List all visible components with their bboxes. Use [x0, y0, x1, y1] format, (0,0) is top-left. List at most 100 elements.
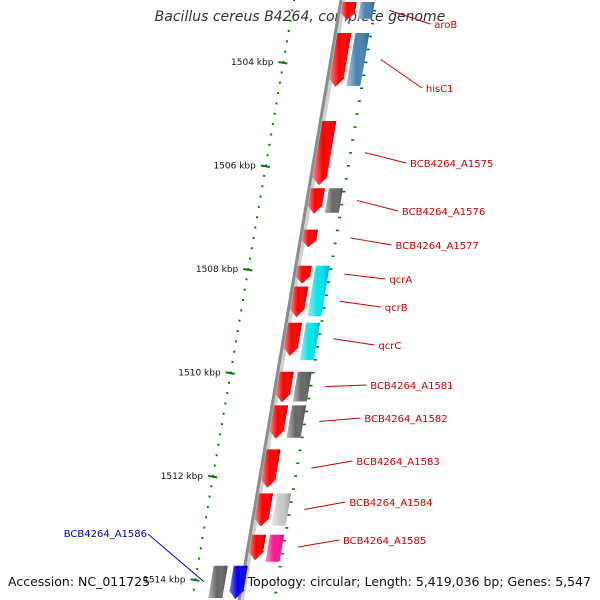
gene-BCB4264_A1577[interactable] [301, 229, 318, 248]
minor-tick [217, 443, 220, 446]
gene-BCB4264_A1576-partner[interactable] [324, 188, 343, 213]
gene-qcrC[interactable] [283, 322, 303, 356]
minor-tick [224, 402, 227, 405]
guide-tick [353, 126, 357, 128]
guide-tick [278, 565, 282, 568]
guide-tick [351, 139, 355, 141]
gene-shading [357, 2, 375, 19]
gene-BCB4264_A1582-partner[interactable] [286, 405, 307, 438]
gene-shading [208, 565, 228, 598]
gene-label[interactable]: BCB4264_A1576 [402, 207, 485, 218]
gene-label[interactable]: BCB4264_A1577 [396, 241, 479, 252]
tick-label: 1504 kbp [231, 58, 274, 68]
gene-shading [292, 371, 312, 402]
gene-label[interactable]: BCB4264_A1586 [64, 529, 147, 540]
minor-tick [268, 143, 271, 146]
gene-BCB4264_A1584-partner[interactable] [271, 493, 292, 526]
gene-label[interactable]: BCB4264_A1575 [410, 159, 493, 170]
gene-BCB4264_A1575[interactable] [312, 121, 337, 186]
minor-tick [256, 216, 259, 219]
gene-BCB4264_A1586-partner[interactable] [228, 565, 248, 599]
gene-label[interactable]: BCB4264_A1585 [343, 536, 426, 547]
label-leader [389, 9, 431, 25]
minor-tick [196, 567, 199, 570]
gene-BCB4264_A1585-partner[interactable] [265, 534, 285, 562]
gene-qcrA-partner[interactable] [307, 265, 330, 317]
minor-tick [261, 185, 264, 188]
minor-tick [280, 71, 283, 74]
guide-tick [320, 320, 324, 322]
minor-tick [242, 299, 244, 301]
guide-tick [327, 281, 331, 283]
minor-tick [199, 547, 202, 550]
gene-BCB4264_A1584[interactable] [254, 493, 274, 527]
gene-label[interactable]: BCB4264_A1582 [364, 414, 447, 425]
minor-tick [208, 495, 211, 498]
major-tick [260, 164, 271, 169]
tick-label: 1508 kbp [196, 265, 239, 275]
gene-shading [228, 565, 248, 599]
gene-BCB4264_A1583[interactable] [260, 449, 281, 488]
guide-tick [373, 9, 377, 12]
label-leader [350, 237, 392, 246]
gene-aroB[interactable] [340, 2, 357, 20]
major-tick [225, 371, 235, 375]
gene-BCB4264_A1586[interactable] [208, 565, 228, 598]
guide-tick [357, 100, 361, 102]
guide-tick [342, 190, 346, 193]
gene-label[interactable]: qcrC [378, 341, 401, 352]
gene-BCB4264_A1576[interactable] [307, 188, 325, 214]
gene-shading [295, 265, 312, 284]
minor-tick [201, 536, 204, 539]
gene-BCB4264_A1581[interactable] [275, 371, 294, 403]
guide-tick [362, 74, 366, 77]
gene-hisC1[interactable] [328, 33, 352, 87]
guide-tick [305, 410, 309, 413]
gene-shading [289, 286, 309, 318]
minor-tick [254, 226, 257, 229]
gene-shading [328, 33, 352, 87]
guide-tick [364, 61, 368, 64]
gene-label[interactable]: BCB4264_A1584 [349, 498, 432, 509]
gene-aroB-partner[interactable] [357, 2, 375, 19]
gene-shading [269, 405, 289, 439]
label-leader [319, 417, 361, 423]
gene-qcrC-partner[interactable] [299, 322, 321, 361]
gene-hisC1-partner[interactable] [346, 33, 370, 86]
gene-shading [254, 493, 274, 527]
gene-label[interactable]: BCB4264_A1583 [356, 457, 439, 468]
gene-qcrA[interactable] [295, 265, 312, 284]
guide-tick [291, 488, 295, 490]
gene-label[interactable]: qcrB [385, 303, 408, 314]
minor-tick [278, 81, 281, 84]
minor-tick [243, 288, 246, 291]
minor-tick [240, 309, 243, 312]
minor-tick [289, 19, 292, 22]
label-leader [304, 501, 346, 510]
guide-tick [324, 294, 328, 296]
minor-tick [192, 588, 195, 591]
gene-label[interactable]: qcrA [389, 275, 412, 286]
feature-labels: aroB hisC1 BCB4264_A1575 BCB4264_A1576 BCB42… [64, 9, 493, 583]
gene-shading [248, 534, 267, 561]
guide-tick [309, 384, 313, 387]
minor-tick [270, 133, 273, 136]
guide-tick [349, 152, 353, 154]
gene-qcrB[interactable] [289, 286, 309, 318]
gene-label[interactable]: aroB [434, 20, 457, 31]
gene-shading [340, 2, 357, 20]
guide-tick [298, 449, 302, 452]
label-leader [311, 460, 353, 469]
gene-BCB4264_A1585[interactable] [248, 534, 267, 561]
gene-label[interactable]: hisC1 [426, 84, 454, 95]
gene-BCB4264_A1581-partner[interactable] [292, 371, 312, 402]
guide-tick [316, 346, 320, 348]
guide-tick [313, 358, 317, 361]
guide-tick [333, 242, 337, 245]
gene-label[interactable]: BCB4264_A1581 [370, 381, 453, 392]
guide-tick [307, 397, 311, 400]
gene-BCB4264_A1582[interactable] [269, 405, 289, 439]
minor-tick [234, 340, 237, 343]
gene-shading [307, 188, 325, 214]
major-tick [207, 474, 218, 479]
